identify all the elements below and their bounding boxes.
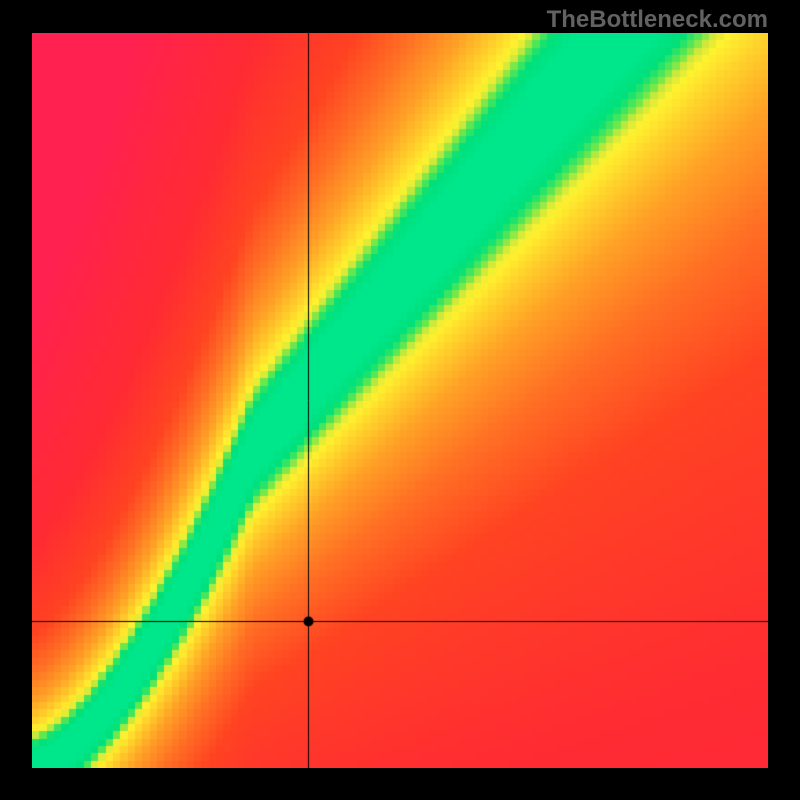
bottleneck-heatmap — [32, 33, 768, 768]
watermark-text: TheBottleneck.com — [547, 6, 768, 34]
chart-container: TheBottleneck.com — [0, 0, 800, 800]
